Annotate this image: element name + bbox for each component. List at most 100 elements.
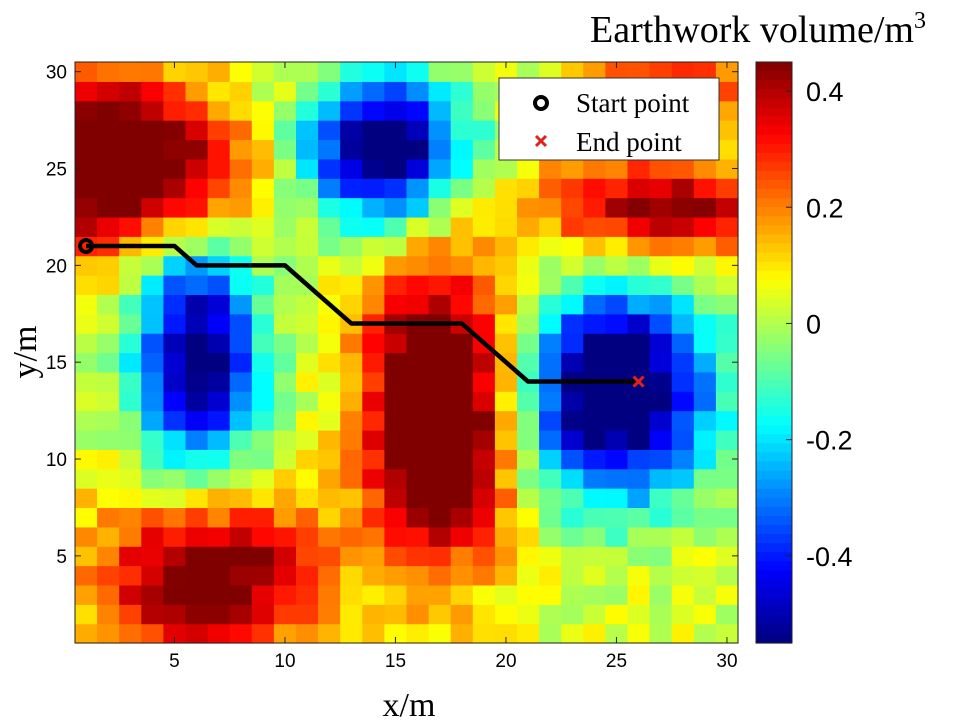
heatmap-cell <box>75 62 98 82</box>
heatmap-cell <box>671 391 695 412</box>
heatmap-cell <box>119 178 142 199</box>
heatmap-cell <box>318 623 341 644</box>
heatmap-cell <box>75 333 98 354</box>
heatmap-cell <box>340 62 363 82</box>
heatmap-cell <box>472 391 496 412</box>
heatmap-cell <box>450 255 474 276</box>
heatmap-cell <box>119 565 142 586</box>
heatmap-cell <box>273 410 297 431</box>
heatmap-cell <box>649 429 673 450</box>
heatmap-cell <box>605 236 629 257</box>
heatmap-cell <box>318 120 341 141</box>
heatmap-cell <box>163 255 187 276</box>
heatmap-cell <box>229 158 253 179</box>
heatmap-cell <box>384 352 408 373</box>
heatmap-cell <box>251 546 275 567</box>
heatmap-cell <box>517 623 540 644</box>
colorbar-band <box>756 161 792 172</box>
heatmap-cell <box>229 236 253 257</box>
heatmap-cell <box>583 468 606 489</box>
heatmap-cell <box>539 294 562 315</box>
heatmap-cell <box>715 352 739 373</box>
heatmap-cell <box>649 178 673 199</box>
heatmap-cell <box>185 158 209 179</box>
heatmap-cell <box>583 333 606 354</box>
heatmap-cell <box>561 333 584 354</box>
heatmap-cell <box>251 352 275 373</box>
heatmap-cell <box>406 410 430 431</box>
heatmap-cell <box>494 604 518 625</box>
heatmap-cell <box>185 81 209 102</box>
heatmap-cell <box>207 333 231 354</box>
heatmap-cell <box>384 565 408 586</box>
colorbar-band <box>756 416 792 426</box>
heatmap-cell <box>450 584 474 605</box>
heatmap-cell <box>649 197 673 218</box>
heatmap-cell <box>627 197 651 218</box>
colorbar-band <box>756 243 792 254</box>
heatmap-cell <box>517 410 540 431</box>
heatmap-cell <box>627 410 651 431</box>
heatmap-cell <box>318 584 341 605</box>
heatmap-cell <box>649 488 673 509</box>
heatmap-cell <box>539 216 562 237</box>
heatmap-cell <box>406 623 430 644</box>
heatmap-cell <box>318 178 341 199</box>
heatmap-cell <box>693 488 717 509</box>
heatmap-cell <box>428 81 452 102</box>
heatmap-cell <box>693 236 717 257</box>
heatmap-cell <box>318 391 341 412</box>
colorbar-band <box>756 80 792 90</box>
heatmap-cell <box>671 584 695 605</box>
heatmap-cell <box>119 429 142 450</box>
heatmap-cell <box>406 391 430 412</box>
heatmap-cell <box>715 391 739 412</box>
heatmap-cell <box>296 604 319 625</box>
heatmap-cell <box>494 236 518 257</box>
heatmap-cell <box>163 546 187 567</box>
heatmap-cell <box>163 197 187 218</box>
heatmap-cell <box>472 178 496 199</box>
heatmap-cell <box>671 429 695 450</box>
heatmap-cell <box>406 565 430 586</box>
heatmap-cell <box>296 178 319 199</box>
heatmap-cell <box>141 294 164 315</box>
heatmap-cell <box>384 468 408 489</box>
heatmap-cell <box>251 507 275 528</box>
heatmap-cell <box>273 62 297 82</box>
heatmap-cell <box>229 139 253 160</box>
heatmap-cell <box>384 294 408 315</box>
heatmap-cell <box>517 488 540 509</box>
heatmap-cell <box>229 120 253 141</box>
heatmap-cell <box>583 546 606 567</box>
heatmap-cell <box>75 216 98 237</box>
heatmap-cell <box>362 507 385 528</box>
heatmap-cell <box>450 120 474 141</box>
colorbar-tick-label: 0 <box>806 309 821 339</box>
colorbar-tick-label: -0.4 <box>806 542 853 572</box>
heatmap-cell <box>251 371 275 392</box>
heatmap-cell <box>605 565 629 586</box>
heatmap-cell <box>75 158 98 179</box>
heatmap-cell <box>472 120 496 141</box>
heatmap-cell <box>450 526 474 547</box>
heatmap-cell <box>450 178 474 199</box>
heatmap-cell <box>472 546 496 567</box>
heatmap-cell <box>229 216 253 237</box>
heatmap-cell <box>693 468 717 489</box>
heatmap-cell <box>671 488 695 509</box>
colorbar-band <box>756 524 792 535</box>
heatmap-cell <box>715 333 739 354</box>
heatmap-cell <box>362 468 385 489</box>
heatmap-cell <box>472 294 496 315</box>
heatmap-cell <box>340 623 363 644</box>
heatmap-cell <box>207 623 231 644</box>
heatmap-cell <box>649 255 673 276</box>
heatmap-cell <box>406 139 430 160</box>
heatmap-cell <box>494 449 518 470</box>
heatmap-cell <box>75 526 98 547</box>
heatmap-cell <box>97 429 120 450</box>
heatmap-cell <box>185 507 209 528</box>
heatmap-cell <box>450 197 474 218</box>
